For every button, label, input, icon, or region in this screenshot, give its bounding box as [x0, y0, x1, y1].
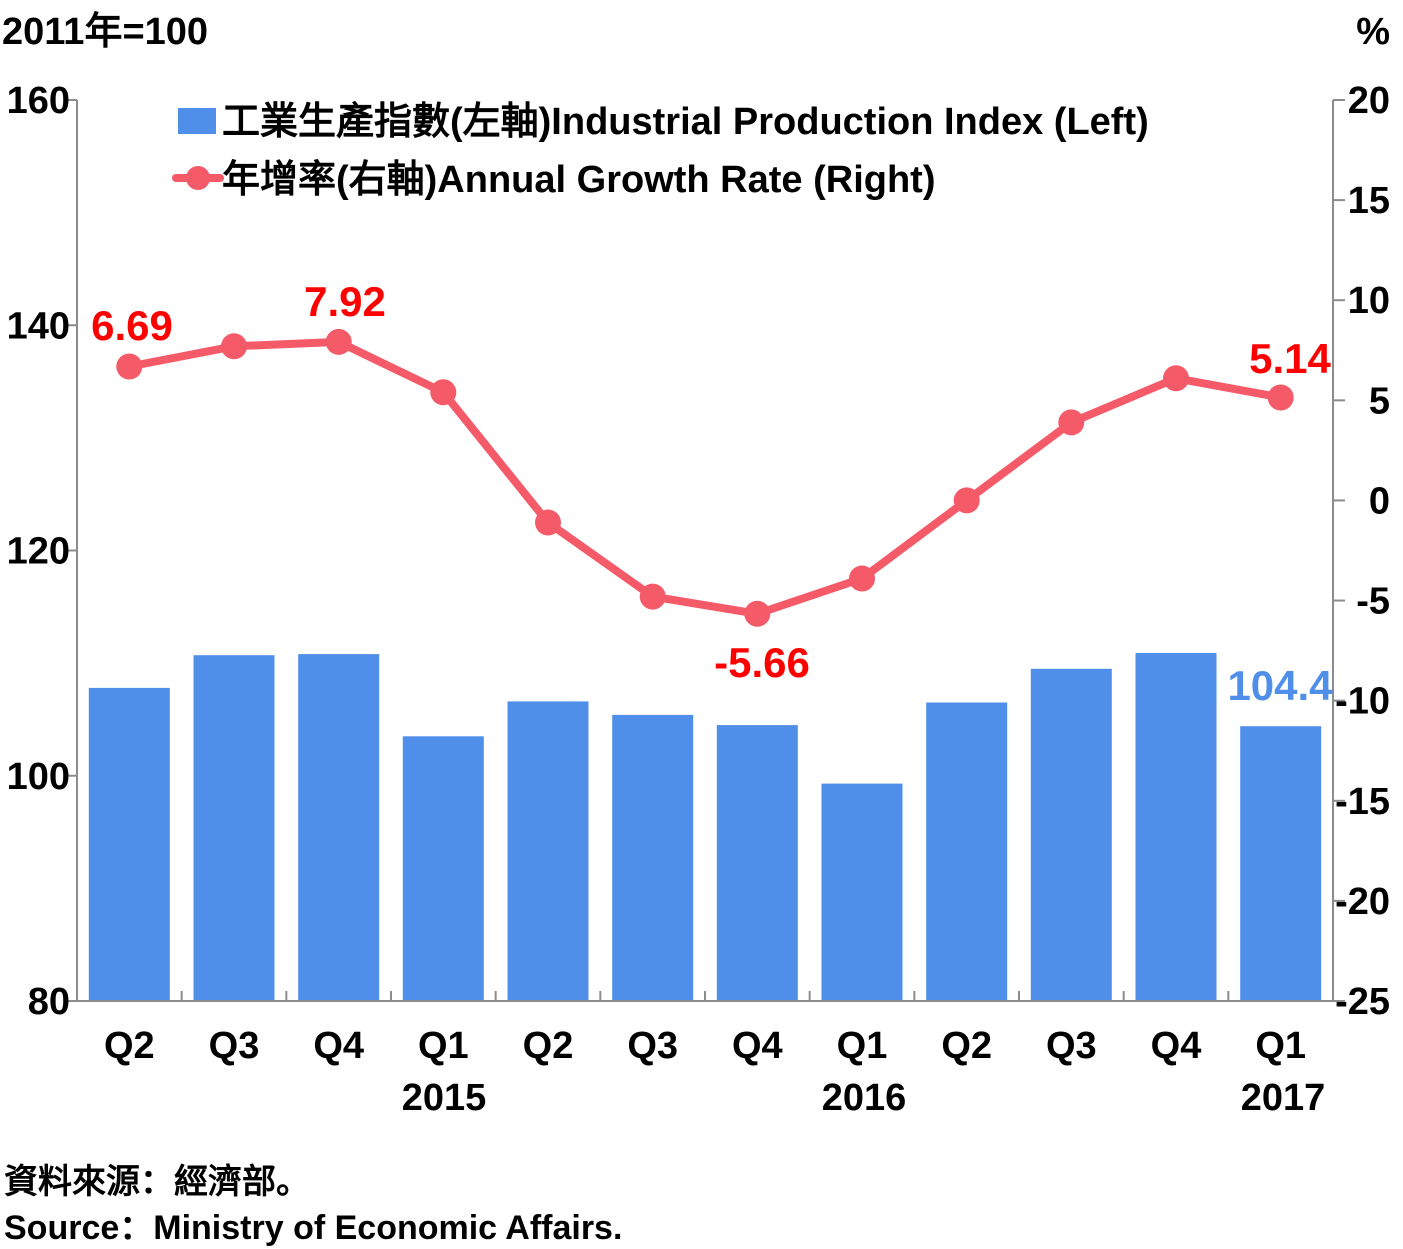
left-tick-label: 160 — [7, 80, 70, 122]
x-tick-label: Q1 — [418, 1025, 469, 1067]
right-axis-unit: % — [1356, 11, 1390, 53]
growth-rate-line — [125, 337, 1285, 618]
bar — [716, 725, 798, 1001]
right-tick-label: -20 — [1335, 881, 1390, 923]
year-label: 2015 — [402, 1077, 487, 1119]
bar — [402, 736, 484, 1001]
bar — [926, 702, 1008, 1001]
x-tick-label: Q4 — [313, 1025, 364, 1067]
bar — [507, 701, 589, 1001]
bar — [1030, 668, 1112, 1001]
year-label: 2016 — [822, 1077, 907, 1119]
right-tick-label: 5 — [1369, 380, 1390, 422]
x-tick-label: Q2 — [523, 1025, 574, 1067]
right-tick-label: 20 — [1348, 80, 1390, 122]
left-tick-label: 140 — [7, 305, 70, 347]
right-tick-label: 0 — [1369, 480, 1390, 522]
line-point — [430, 379, 457, 406]
line-point — [744, 600, 771, 627]
x-tick-label: Q2 — [941, 1025, 992, 1067]
legend-label-bar: 工業生產指數(左軸)Industrial Production Index (L… — [222, 100, 1149, 143]
left-axis-unit: 2011年=100 — [2, 11, 208, 53]
x-tick-label: Q4 — [732, 1025, 783, 1067]
legend-swatch-bar — [178, 108, 216, 134]
bar — [821, 783, 903, 1001]
line-point — [221, 333, 247, 360]
legend-swatch-marker — [186, 166, 210, 190]
x-tick-label: Q1 — [1255, 1025, 1306, 1067]
x-tick-label: Q3 — [209, 1025, 260, 1067]
left-tick-label: 120 — [7, 531, 70, 573]
x-tick-label: Q4 — [1151, 1025, 1202, 1067]
source-note-chinese: 資料來源：經濟部。 — [4, 1163, 310, 1201]
bar — [1135, 653, 1217, 1001]
bar — [612, 714, 694, 1001]
line-point — [1163, 365, 1189, 392]
right-tick-label: -25 — [1335, 981, 1390, 1023]
line-point — [1058, 409, 1085, 436]
right-tick-label: -10 — [1335, 681, 1390, 723]
x-tick-label: Q3 — [1046, 1025, 1097, 1067]
line-point — [535, 509, 561, 536]
x-tick-label: Q2 — [104, 1025, 155, 1067]
data-label: 5.14 — [1249, 335, 1331, 382]
bar — [193, 655, 275, 1001]
source-note-english: Source：Ministry of Economic Affairs. — [4, 1209, 623, 1247]
bar — [1240, 726, 1322, 1001]
left-tick-label: 100 — [7, 756, 70, 798]
right-tick-label: -5 — [1356, 581, 1390, 623]
data-label: 7.92 — [304, 278, 386, 325]
legend-label-line: 年增率(右軸)Annual Growth Rate (Right) — [222, 159, 935, 201]
bar — [298, 654, 380, 1001]
line-point — [953, 487, 980, 514]
line-point — [116, 353, 143, 380]
data-label: -5.66 — [714, 639, 810, 686]
right-tick-label: 10 — [1348, 280, 1390, 322]
line-point — [325, 328, 352, 355]
right-tick-label: 15 — [1348, 180, 1390, 222]
data-label: 6.69 — [91, 302, 173, 349]
bar — [88, 687, 170, 1001]
data-label: 104.4 — [1227, 662, 1333, 709]
line-point — [1267, 384, 1294, 411]
x-tick-label: Q3 — [627, 1025, 678, 1067]
year-label: 2017 — [1241, 1077, 1326, 1119]
line-point — [639, 583, 666, 610]
right-tick-label: -15 — [1335, 781, 1390, 823]
left-tick-label: 80 — [28, 981, 70, 1023]
line-point — [849, 565, 875, 592]
x-tick-label: Q1 — [837, 1025, 888, 1067]
